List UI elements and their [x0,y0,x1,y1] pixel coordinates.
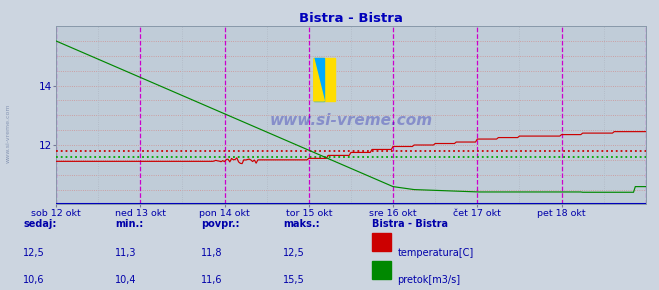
Title: Bistra - Bistra: Bistra - Bistra [299,12,403,25]
Text: povpr.:: povpr.: [201,219,239,229]
Text: www.si-vreme.com: www.si-vreme.com [270,113,432,128]
Text: min.:: min.: [115,219,144,229]
Text: sedaj:: sedaj: [23,219,57,229]
Bar [372,261,391,279]
Text: temperatura[C]: temperatura[C] [397,248,474,258]
Polygon shape [314,58,324,101]
Text: maks.:: maks.: [283,219,320,229]
Text: 11,6: 11,6 [201,276,223,285]
FancyBboxPatch shape [314,58,335,101]
Text: 11,8: 11,8 [201,248,223,258]
Text: 10,6: 10,6 [23,276,45,285]
Text: 11,3: 11,3 [115,248,137,258]
FancyBboxPatch shape [314,58,324,101]
Text: 15,5: 15,5 [283,276,305,285]
Text: 12,5: 12,5 [23,248,45,258]
Text: 12,5: 12,5 [283,248,305,258]
Text: Bistra - Bistra: Bistra - Bistra [372,219,448,229]
Text: www.si-vreme.com: www.si-vreme.com [5,104,11,163]
Text: 10,4: 10,4 [115,276,137,285]
Text: pretok[m3/s]: pretok[m3/s] [397,276,461,285]
Bar [372,233,391,251]
